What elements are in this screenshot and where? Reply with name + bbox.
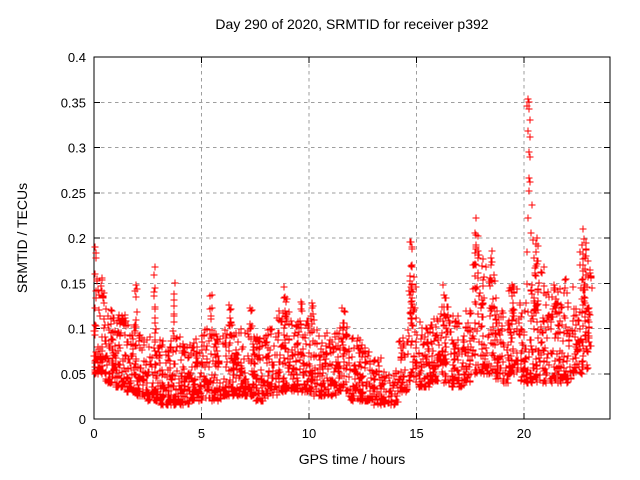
- grid-lines: [94, 57, 610, 419]
- y-tick-label: 0.15: [61, 276, 86, 291]
- x-axis-title: GPS time / hours: [298, 451, 406, 467]
- y-axis-title: SRMTID / TECUs: [14, 182, 30, 294]
- chart-title: Day 290 of 2020, SRMTID for receiver p39…: [215, 16, 489, 32]
- y-tick-label: 0.2: [68, 231, 86, 246]
- x-tick-label: 20: [517, 426, 531, 441]
- y-tick-label: 0.35: [61, 95, 86, 110]
- x-tick-label: 0: [90, 426, 97, 441]
- y-tick-label: 0.3: [68, 141, 86, 156]
- scatter-points: [90, 95, 596, 409]
- x-tick-label: 15: [409, 426, 423, 441]
- y-tick-label: 0: [79, 412, 86, 427]
- y-tick-label: 0.1: [68, 322, 86, 337]
- y-tick-label: 0.05: [61, 367, 86, 382]
- x-tick-label: 5: [198, 426, 205, 441]
- y-tick-label: 0.4: [68, 50, 86, 65]
- plot-border: [93, 56, 611, 420]
- x-tick-label: 10: [302, 426, 316, 441]
- y-tick-label: 0.25: [61, 186, 86, 201]
